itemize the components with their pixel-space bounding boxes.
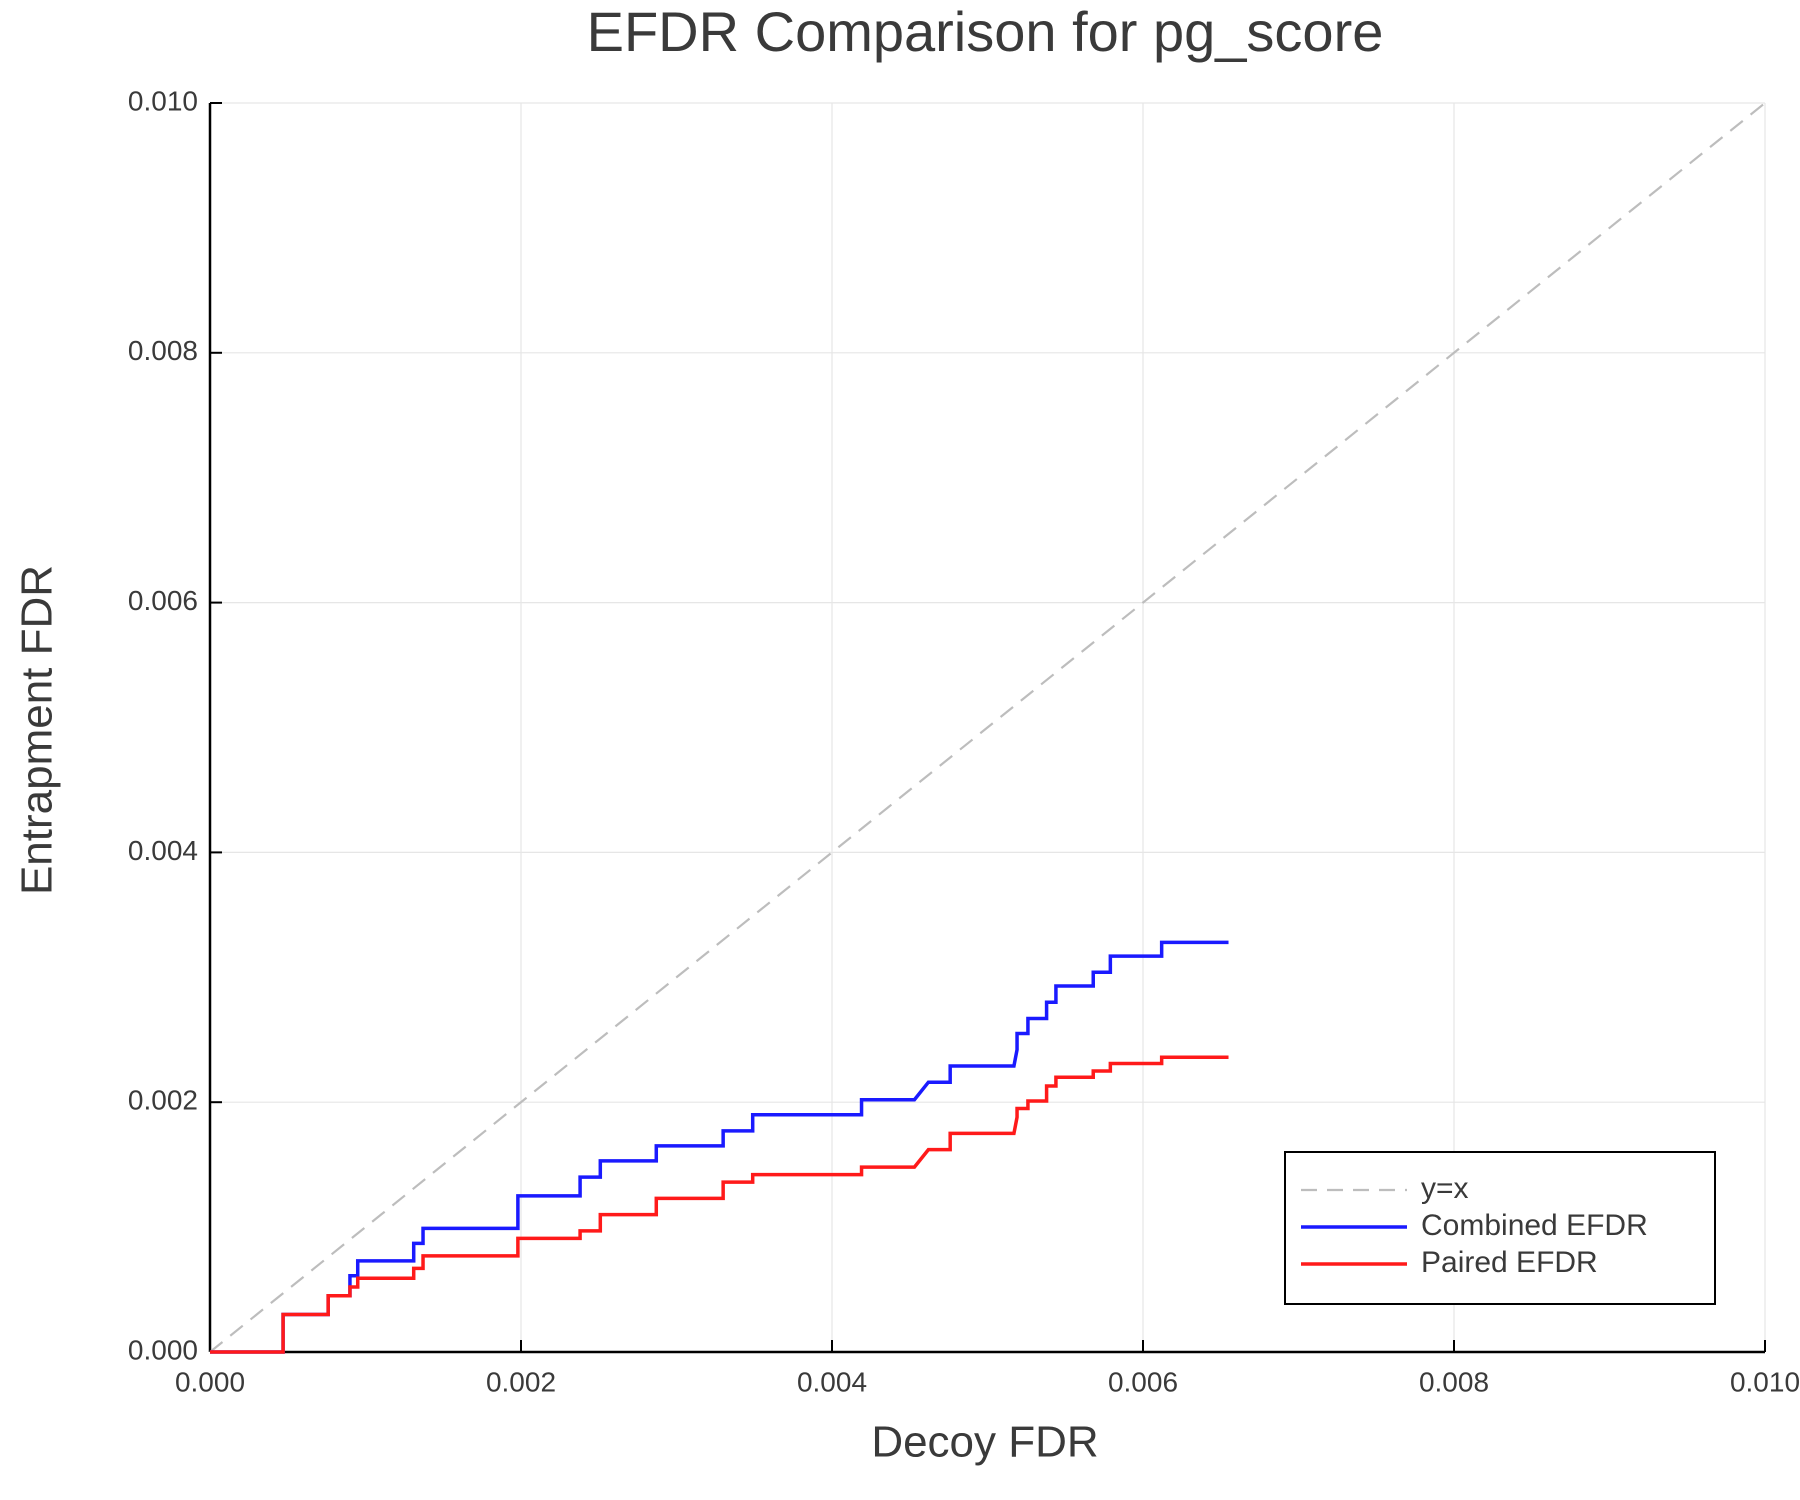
series-line xyxy=(210,940,1229,1354)
chart-title: EFDR Comparison for pg_score xyxy=(587,0,1384,63)
legend-label: y=x xyxy=(1421,1172,1469,1205)
x-tick-label: 0.004 xyxy=(797,1366,867,1397)
legend: y=x Combined EFDR Paired EFDR xyxy=(1284,1151,1716,1305)
y-axis-label: Entrapment FDR xyxy=(13,565,62,895)
legend-label: Paired EFDR xyxy=(1421,1246,1598,1279)
y-tick-label: 0.010 xyxy=(128,85,198,116)
legend-label: Combined EFDR xyxy=(1421,1209,1648,1242)
y-tick-label: 0.006 xyxy=(128,585,198,616)
x-tick-label: 0.000 xyxy=(175,1366,245,1397)
x-tick-label: 0.006 xyxy=(1108,1366,1178,1397)
y-tick-label: 0.008 xyxy=(128,335,198,366)
x-tick-label: 0.002 xyxy=(486,1366,556,1397)
y-tick-label: 0.000 xyxy=(128,1334,198,1365)
x-tick-label: 0.010 xyxy=(1730,1366,1800,1397)
series-line xyxy=(210,1055,1229,1354)
series-line xyxy=(209,102,1766,1353)
y-tick-label: 0.004 xyxy=(128,835,198,866)
x-tick-label: 0.008 xyxy=(1419,1366,1489,1397)
y-tick-label: 0.002 xyxy=(128,1085,198,1116)
x-axis-label: Decoy FDR xyxy=(871,1418,1098,1467)
